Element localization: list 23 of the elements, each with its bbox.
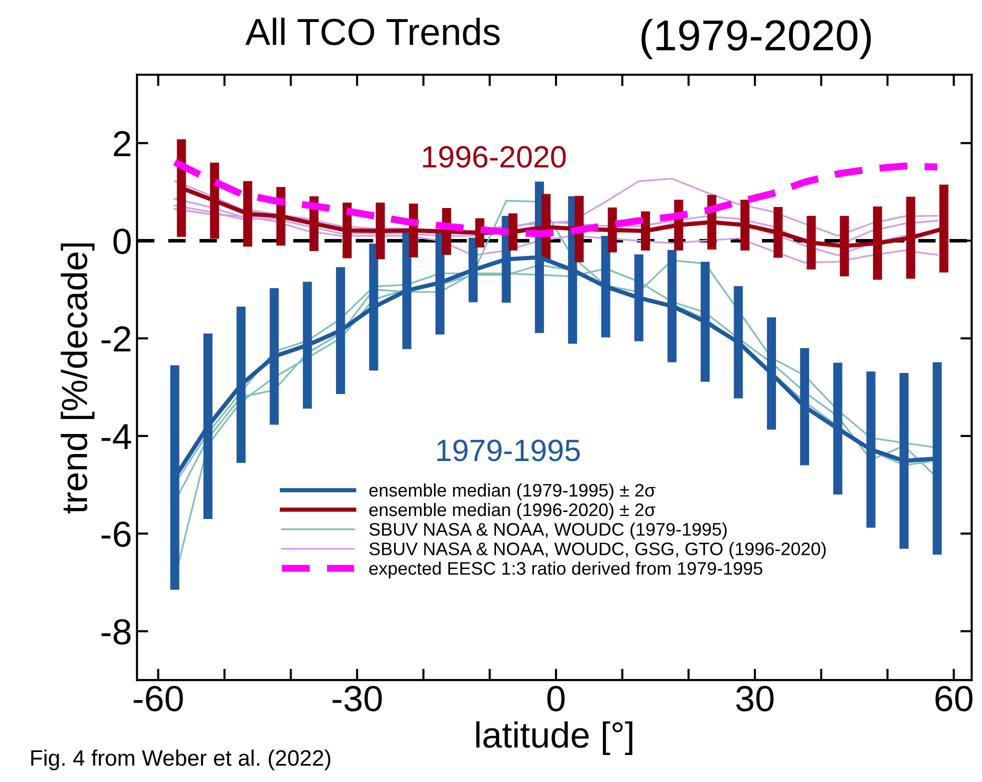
y-tick-label: -8 <box>102 619 131 645</box>
y-tick-label: -4 <box>102 424 132 450</box>
legend-label: ensemble median (1979-1995) ± 2σ <box>369 483 656 500</box>
x-tick-label: 60 <box>936 686 972 712</box>
y-tick-label: -2 <box>102 326 130 352</box>
legend-label: SBUV NASA & NOAA, WOUDC, GSG, GTO (1996-2020) <box>369 542 826 559</box>
y-tick-label: 2 <box>114 130 130 156</box>
x-tick-label: 30 <box>736 686 774 712</box>
annotation: 1979-1995 <box>437 440 580 462</box>
x-axis-title: latitude [°] <box>476 721 632 755</box>
y-axis-title: trend [%/decade] <box>60 243 94 514</box>
legend-label: SBUV NASA & NOAA, WOUDC (1979-1995) <box>369 522 727 540</box>
y-tick-label: -6 <box>102 521 131 548</box>
x-tick-label: 0 <box>547 686 565 712</box>
annotation: 1996-2020 <box>423 146 566 168</box>
legend-label: ensemble median (1996-2020) ± 2σ <box>369 502 656 520</box>
caption: Fig. 4 from Weber et al. (2022) <box>31 750 330 770</box>
legend-label: expected EESC 1:3 ratio derived from 1979-1995 <box>369 562 762 578</box>
y-tick-label: 0 <box>113 228 131 254</box>
chart-title: All TCO Trends <box>245 18 500 46</box>
x-tick-label: -60 <box>134 686 183 712</box>
chart-subtitle: (1979-2020) <box>642 19 871 60</box>
x-tick-label: -30 <box>332 686 382 712</box>
